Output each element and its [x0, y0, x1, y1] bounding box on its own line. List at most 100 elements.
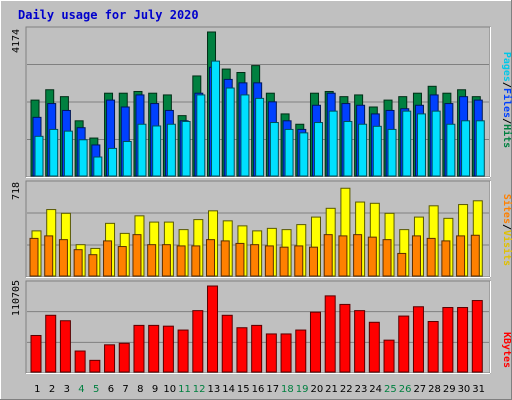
pages-bar [181, 120, 191, 177]
kbytes-ymax-label: 110705 [11, 280, 22, 316]
pages-bar [372, 125, 382, 177]
x-tick-label: 3 [64, 384, 70, 395]
x-tick-label: 14 [222, 384, 235, 395]
x-tick-label: 9 [152, 384, 158, 395]
kbytes-bar [427, 321, 439, 373]
legend-hits: Hits [501, 124, 512, 148]
sites-bar [382, 239, 392, 277]
kbytes-bar [442, 307, 454, 373]
pages-bar [461, 120, 471, 177]
hits-ymax-label: 4174 [11, 29, 22, 53]
legend-pages: Pages [501, 52, 512, 82]
x-tick-label: 25 [384, 384, 397, 395]
sites-bar [294, 245, 304, 277]
x-tick-label: 13 [208, 384, 221, 395]
x-tick-label: 31 [472, 384, 485, 395]
kbytes-bar [236, 327, 248, 373]
x-tick-label: 6 [108, 384, 114, 395]
x-tick-label: 5 [93, 384, 99, 395]
sites-bar [147, 244, 157, 277]
pages-bar [402, 110, 412, 177]
sites-bar [323, 234, 333, 277]
x-tick-label: 4 [78, 384, 84, 395]
kbytes-bar [192, 310, 204, 373]
x-tick-label: 11 [178, 384, 191, 395]
x-tick-label: 19 [296, 384, 309, 395]
kbytes-bar [148, 324, 160, 373]
pages-bar [211, 60, 221, 177]
pages-bar [122, 141, 132, 177]
sites-bar [426, 237, 436, 277]
x-tick-label: 29 [443, 384, 456, 395]
x-tick-label: 15 [237, 384, 250, 395]
x-tick-label: 23 [355, 384, 368, 395]
kbytes-bar [412, 306, 424, 373]
x-tick-label: 10 [163, 384, 176, 395]
legend-kbytes: KBytes [501, 332, 512, 368]
sites-bar [132, 234, 142, 277]
x-tick-label: 12 [193, 384, 206, 395]
kbytes-bar [133, 324, 145, 373]
pages-bar [255, 97, 265, 177]
legend-slash: / [501, 224, 512, 230]
sites-bar [73, 249, 83, 277]
sites-bar [206, 239, 216, 277]
kbytes-bar [354, 310, 366, 373]
kbytes-bar [457, 307, 469, 373]
pages-bar [343, 120, 353, 177]
kbytes-bar [162, 325, 174, 373]
kbytes-bar [383, 339, 395, 373]
kbytes-bar [207, 285, 219, 373]
pages-bar [313, 122, 323, 177]
legend-slash: / [501, 118, 512, 124]
kbytes-bar [30, 334, 42, 373]
x-tick-label: 8 [137, 384, 143, 395]
chart-title: Daily usage for July 2020 [18, 8, 199, 22]
x-tick-label: 2 [49, 384, 55, 395]
sites-bar [88, 254, 98, 277]
kbytes-bar [251, 324, 263, 373]
sites-bar [279, 246, 289, 277]
kbytes-bar [471, 300, 483, 373]
x-tick-label: 7 [122, 384, 128, 395]
pages-bar [387, 128, 397, 177]
kbytes-bar [45, 314, 57, 373]
pages-bar [225, 87, 235, 177]
kbytes-bar [104, 344, 116, 373]
pages-bar [299, 132, 309, 177]
pages-bar [416, 113, 426, 177]
sites-bar [220, 240, 230, 277]
sites-bar [161, 244, 171, 277]
kbytes-bar [368, 321, 380, 373]
x-tick-label: 30 [458, 384, 471, 395]
kbytes-bar [118, 342, 130, 373]
legend-slash: / [501, 82, 512, 88]
pages-bar [475, 120, 485, 177]
kbytes-bar [265, 333, 277, 373]
pages-bar [166, 123, 176, 177]
kbytes-bar [309, 311, 321, 373]
kbytes-bar [177, 329, 189, 373]
pages-bar [240, 94, 250, 177]
x-tick-label: 27 [413, 384, 426, 395]
x-tick-label: 16 [252, 384, 265, 395]
sites-bar [308, 246, 318, 277]
legend-files: Files [501, 88, 512, 118]
kbytes-bar [280, 333, 292, 373]
pages-bar [328, 110, 338, 177]
sites-bar [441, 240, 451, 277]
legend-sites: Sites [501, 194, 512, 224]
legend-visits: Visits [501, 230, 512, 266]
x-tick-label: 1 [34, 384, 40, 395]
sites-bar [367, 236, 377, 277]
pages-bar [431, 110, 441, 177]
kbytes-bar [74, 350, 86, 373]
sites-bar [411, 235, 421, 277]
pages-bar [34, 135, 44, 177]
kbytes-bar [59, 320, 71, 373]
visits-ymax-label: 718 [11, 182, 22, 200]
pages-bar [152, 125, 162, 177]
x-tick-label: 24 [369, 384, 382, 395]
